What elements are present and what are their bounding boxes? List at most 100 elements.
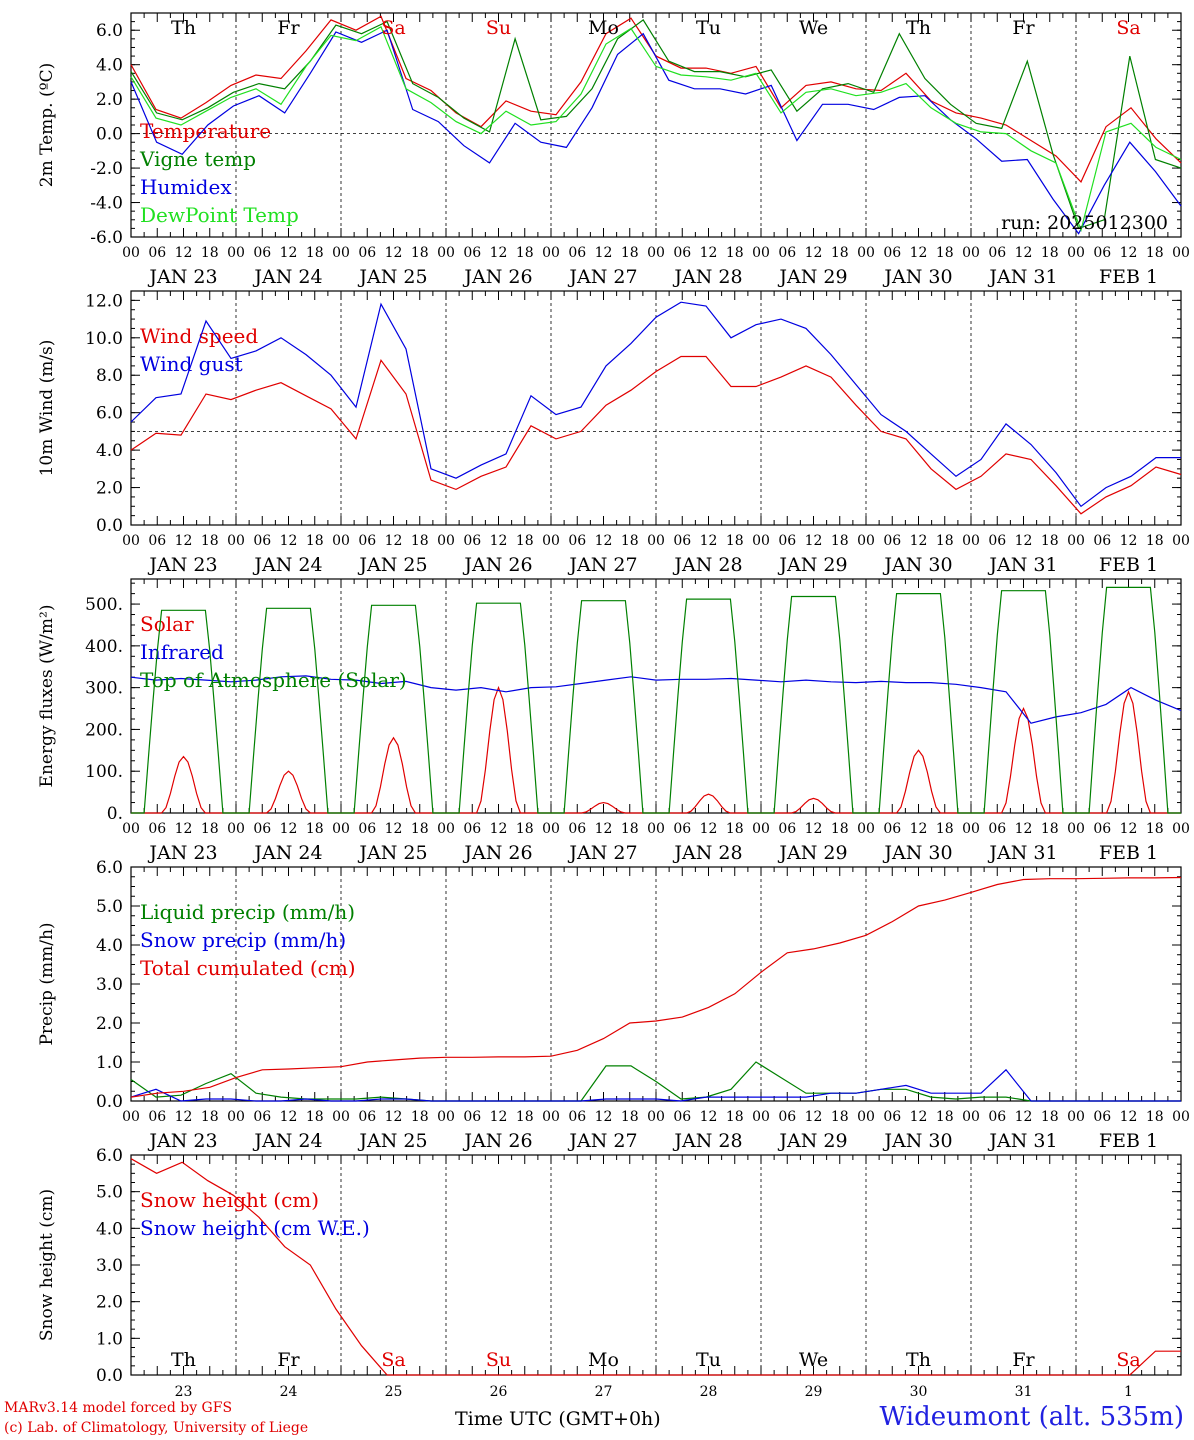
hour-tick-label: 00 xyxy=(332,1109,350,1125)
y-tick-label: 12.0 xyxy=(85,291,123,311)
date-label: JAN 29 xyxy=(777,554,847,576)
date-label: JAN 24 xyxy=(252,1130,322,1152)
hour-tick-label: 12 xyxy=(700,533,718,549)
y-tick-label: 3.0 xyxy=(96,1256,123,1276)
station-title: Wideumont (alt. 535m) xyxy=(879,1402,1184,1432)
weekday-label: Th xyxy=(171,17,196,39)
hour-tick-label: 12 xyxy=(910,245,928,261)
hour-tick-label: 18 xyxy=(1041,1109,1059,1125)
hour-tick-label: 06 xyxy=(358,533,376,549)
hour-tick-label: 18 xyxy=(831,245,849,261)
hour-tick-label: 00 xyxy=(542,1109,560,1125)
hour-tick-label: 18 xyxy=(306,1109,324,1125)
y-tick-label: 6.0 xyxy=(96,21,123,41)
hour-tick-label: 18 xyxy=(1146,533,1164,549)
hour-tick-label: 06 xyxy=(988,245,1006,261)
hour-tick-label: 00 xyxy=(227,821,245,837)
date-label: JAN 29 xyxy=(777,842,847,864)
date-label: JAN 28 xyxy=(672,1130,742,1152)
date-label: JAN 30 xyxy=(882,554,952,576)
y-tick-label: 0. xyxy=(107,804,123,824)
hour-tick-label: 00 xyxy=(1067,245,1085,261)
day-number-label: 29 xyxy=(805,1384,823,1400)
hour-tick-label: 00 xyxy=(1067,533,1085,549)
hour-tick-label: 06 xyxy=(568,821,586,837)
y-tick-label: 2.0 xyxy=(96,1293,123,1313)
hour-tick-label: 12 xyxy=(490,821,508,837)
series-line-humidex xyxy=(130,29,1182,235)
date-label: JAN 25 xyxy=(357,266,427,288)
hour-tick-label: 18 xyxy=(621,533,639,549)
hour-tick-label: 12 xyxy=(1120,245,1138,261)
y-tick-label: 500. xyxy=(85,595,123,615)
hour-tick-label: 18 xyxy=(411,821,429,837)
series-line-wind-speed xyxy=(130,355,1182,515)
hour-tick-label: 00 xyxy=(437,245,455,261)
hour-tick-label: 12 xyxy=(1120,1109,1138,1125)
y-tick-label: 400. xyxy=(85,637,123,657)
series-line-infrared xyxy=(130,675,1182,724)
legend-entry: Snow height (cm) xyxy=(140,1188,319,1212)
hour-tick-label: 18 xyxy=(306,533,324,549)
hour-tick-label: 18 xyxy=(831,533,849,549)
hour-tick-label: 18 xyxy=(516,533,534,549)
hour-tick-label: 00 xyxy=(752,821,770,837)
date-label: JAN 25 xyxy=(357,554,427,576)
legend-entry: Snow height (cm W.E.) xyxy=(140,1216,370,1240)
hour-tick-label: 00 xyxy=(332,245,350,261)
legend-entry: Top of Atmosphere (Solar) xyxy=(140,668,407,692)
hour-tick-label: 00 xyxy=(227,1109,245,1125)
legend-entry: Snow precip (mm/h) xyxy=(140,928,346,952)
hour-tick-label: 18 xyxy=(936,245,954,261)
hour-tick-label: 00 xyxy=(752,533,770,549)
y-tick-label: 5.0 xyxy=(96,897,123,917)
hour-tick-label: 00 xyxy=(437,533,455,549)
hour-tick-label: 12 xyxy=(805,533,823,549)
hour-tick-label: 12 xyxy=(175,1109,193,1125)
legend-entry: Humidex xyxy=(140,175,232,199)
y-tick-label: 2.0 xyxy=(96,1014,123,1034)
hour-tick-label: 12 xyxy=(175,245,193,261)
date-label: JAN 25 xyxy=(357,1130,427,1152)
hour-tick-label: 18 xyxy=(831,1109,849,1125)
hour-tick-label: 00 xyxy=(647,1109,665,1125)
y-axis-label: Precip (mm/h) xyxy=(37,922,57,1045)
hour-tick-label: 12 xyxy=(805,821,823,837)
day-number-label: 30 xyxy=(910,1384,928,1400)
panel-5: 0.0 1.0 2.0 3.0 4.0 5.0 6.0 Snow height (cm) Sno… xyxy=(37,1146,1182,1400)
y-tick-label: 0.0 xyxy=(96,1092,123,1112)
date-label: JAN 23 xyxy=(147,266,217,288)
credit-line-1: MARv3.14 model forced by GFS xyxy=(4,1400,233,1416)
date-label: JAN 27 xyxy=(567,554,637,576)
hour-tick-label: 06 xyxy=(673,1109,691,1125)
hour-tick-label: 18 xyxy=(936,1109,954,1125)
hour-tick-label: 00 xyxy=(647,245,665,261)
date-label: JAN 26 xyxy=(462,1130,532,1152)
hour-tick-label: 00 xyxy=(437,1109,455,1125)
y-tick-label: 6.0 xyxy=(96,858,123,878)
day-number-label: 26 xyxy=(490,1384,508,1400)
hour-tick-label: 00 xyxy=(1067,821,1085,837)
y-axis-label: Energy fluxes (W/m²) xyxy=(37,605,57,788)
hour-tick-label: 18 xyxy=(726,533,744,549)
y-tick-label: -2.0 xyxy=(90,159,123,179)
run-label: run: 2025012300 xyxy=(1001,212,1168,234)
y-tick-label: 0.0 xyxy=(96,516,123,536)
day-number-label: 25 xyxy=(385,1384,403,1400)
date-label: JAN 29 xyxy=(777,1130,847,1152)
hour-tick-label: 06 xyxy=(463,533,481,549)
weekday-label: Fr xyxy=(277,17,300,39)
date-label: JAN 24 xyxy=(252,842,322,864)
date-label: FEB 1 xyxy=(1099,842,1158,864)
date-label: JAN 27 xyxy=(567,266,637,288)
date-label: FEB 1 xyxy=(1099,554,1158,576)
y-tick-label: 300. xyxy=(85,679,123,699)
weekday-label: Th xyxy=(906,1349,931,1371)
legend-entry: Temperature xyxy=(140,119,271,143)
y-tick-label: 4.0 xyxy=(96,936,123,956)
hour-tick-label: 06 xyxy=(568,245,586,261)
hour-tick-label: 18 xyxy=(516,1109,534,1125)
hour-tick-label: 12 xyxy=(1015,245,1033,261)
day-number-label: 27 xyxy=(595,1384,613,1400)
